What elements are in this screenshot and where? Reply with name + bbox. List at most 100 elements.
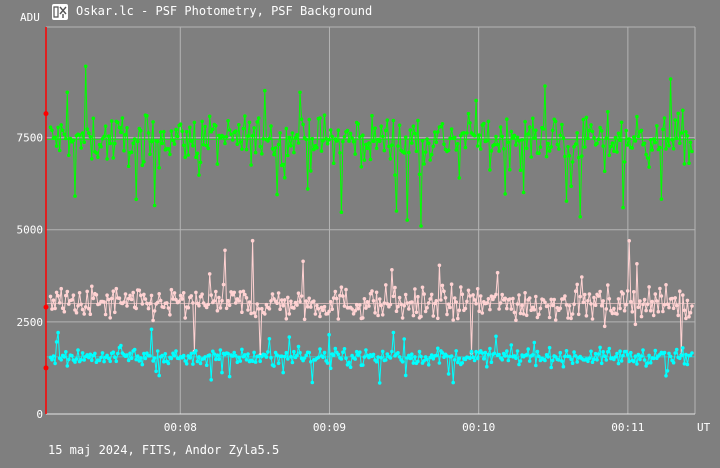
data-point (436, 346, 440, 351)
data-point (313, 312, 318, 316)
data-point (342, 347, 347, 351)
data-point (431, 144, 436, 149)
data-point (452, 135, 457, 140)
data-point (685, 134, 690, 138)
data-point (287, 135, 292, 140)
data-point (482, 357, 486, 361)
data-point (682, 362, 687, 366)
data-point (515, 349, 520, 353)
data-point (195, 359, 200, 364)
data-point (564, 303, 569, 307)
data-point (678, 141, 682, 145)
data-point (371, 139, 376, 144)
data-point (609, 144, 613, 149)
reference-point (43, 365, 49, 371)
data-point (674, 303, 679, 308)
data-point (304, 353, 309, 358)
data-point (157, 373, 161, 378)
data-point (518, 168, 523, 172)
data-point (321, 308, 325, 313)
data-point (247, 300, 252, 304)
data-point (302, 317, 307, 322)
chart-labels: 0 2500 5000 7500 00:08 00:09 00:10 00:11 ADU UT (17, 11, 711, 434)
data-point (137, 359, 142, 363)
data-point (651, 356, 656, 361)
data-point (374, 359, 379, 364)
data-point (633, 139, 638, 143)
data-point (566, 316, 570, 320)
data-point (612, 306, 616, 311)
data-point (521, 190, 526, 195)
data-point (486, 119, 491, 124)
data-point (359, 165, 364, 169)
data-point (379, 303, 384, 308)
data-point (57, 301, 62, 305)
data-point (569, 184, 573, 188)
data-point (263, 88, 267, 93)
data-point (76, 348, 80, 352)
data-point (356, 306, 361, 311)
data-point (238, 290, 243, 294)
data-point (90, 284, 94, 289)
data-point (578, 215, 582, 219)
data-point (596, 352, 601, 356)
data-point (53, 361, 57, 366)
data-point (429, 292, 434, 297)
data-point (531, 353, 535, 357)
data-point (318, 116, 322, 120)
data-point (50, 128, 54, 133)
data-point (100, 351, 105, 355)
data-point (106, 356, 111, 361)
data-point (214, 289, 218, 294)
data-point (284, 126, 289, 131)
data-point (376, 313, 380, 318)
data-point (243, 114, 247, 118)
data-point (338, 293, 342, 298)
data-point (361, 363, 365, 367)
observation-info: 15 maj 2024, FITS, Andor Zyla5.5 (48, 443, 280, 457)
data-point (658, 286, 662, 291)
data-point (371, 299, 376, 303)
data-point (87, 131, 91, 135)
data-point (632, 135, 636, 139)
data-point (505, 349, 509, 353)
data-point (531, 116, 535, 121)
data-point (252, 126, 256, 130)
data-point (599, 361, 604, 366)
data-point (639, 354, 644, 358)
data-point (520, 303, 524, 308)
data-point (250, 238, 255, 243)
data-point (221, 135, 226, 139)
data-point (535, 315, 540, 320)
data-point (341, 294, 345, 298)
data-point (604, 358, 609, 362)
data-point (688, 310, 693, 315)
data-point (328, 128, 333, 132)
data-point (80, 131, 85, 135)
data-point (250, 359, 255, 364)
data-point (532, 340, 537, 345)
data-point (667, 305, 671, 310)
data-point (106, 134, 111, 138)
data-point (642, 297, 647, 302)
data-point (616, 131, 621, 136)
data-point (622, 160, 627, 164)
data-point (105, 157, 109, 161)
data-point (83, 305, 88, 309)
data-point (195, 151, 200, 156)
data-point (468, 356, 472, 361)
data-point (465, 299, 469, 304)
data-point (419, 224, 423, 228)
data-point (125, 126, 129, 130)
data-point (362, 158, 367, 162)
data-point (446, 148, 451, 152)
data-point (345, 128, 350, 133)
data-point (434, 140, 439, 145)
data-point (580, 275, 584, 279)
telescope-app-icon[interactable] (52, 4, 68, 20)
data-point (183, 316, 187, 320)
data-point (463, 306, 468, 311)
data-point (243, 353, 247, 357)
data-point (685, 298, 690, 303)
